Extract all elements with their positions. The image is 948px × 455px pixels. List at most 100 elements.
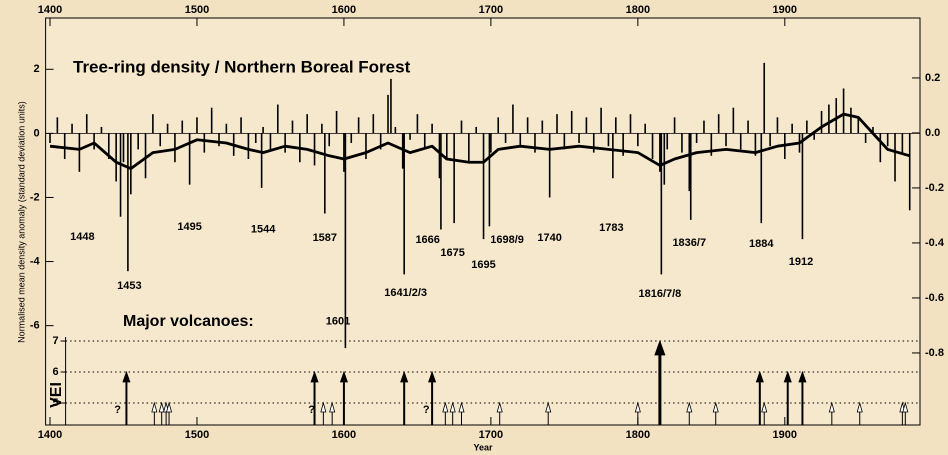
bar <box>886 133 889 147</box>
bar <box>159 133 162 147</box>
x-tick-label: 1400 <box>38 429 62 441</box>
bar <box>357 117 360 134</box>
bar <box>776 117 779 134</box>
bar <box>390 78 392 134</box>
arrow-part <box>654 339 666 356</box>
bar <box>663 133 666 185</box>
arrow-part <box>458 401 465 413</box>
bar <box>166 123 169 134</box>
bar <box>563 133 566 150</box>
volcano-arrow <box>320 401 327 425</box>
chart-title: Tree-ring density / Northern Boreal Fore… <box>73 57 411 76</box>
x-tick-label: 1500 <box>185 4 209 16</box>
event-label: 1587 <box>313 232 337 244</box>
x-tick-label: 1600 <box>332 429 356 441</box>
bar <box>488 133 491 227</box>
event-label: 1666 <box>415 234 439 246</box>
bar <box>313 133 316 166</box>
bar <box>600 107 602 134</box>
volcano-arrow <box>428 370 437 425</box>
bar <box>725 133 727 147</box>
y2-tick-label: -0.2 <box>925 182 944 194</box>
uncertain-mark: ? <box>308 404 315 416</box>
bar <box>835 98 838 134</box>
volcano-arrow <box>122 370 131 425</box>
y2-tick-label: -0.6 <box>925 292 944 304</box>
volcano-arrow <box>329 401 336 425</box>
volcano-arrow <box>545 401 552 425</box>
event-label: 1675 <box>440 247 464 259</box>
volcano-arrow <box>310 370 319 425</box>
volcano-arrow <box>339 370 348 425</box>
bar <box>284 133 286 153</box>
volcano-arrow <box>449 401 456 425</box>
bar <box>703 120 705 134</box>
bar <box>321 123 323 134</box>
arrow-part <box>902 401 909 413</box>
bar <box>864 133 867 143</box>
bar <box>247 133 250 160</box>
bar <box>482 133 485 240</box>
bar <box>585 117 588 134</box>
bar <box>732 107 735 134</box>
bar <box>592 133 595 153</box>
bar <box>144 133 147 179</box>
arrow-part <box>442 401 449 413</box>
x-tick-label: 1400 <box>38 4 62 16</box>
event-label: 1816/7/8 <box>638 288 681 300</box>
bar <box>622 133 624 156</box>
bar <box>644 123 646 134</box>
bar <box>85 114 88 134</box>
bar <box>262 126 264 134</box>
bar <box>403 133 405 275</box>
bar <box>512 104 514 134</box>
bar <box>137 133 139 150</box>
arrow-part <box>828 401 835 413</box>
bar <box>203 133 206 153</box>
bar <box>666 133 669 150</box>
bar <box>63 133 66 160</box>
arrow-part <box>151 401 158 413</box>
volcano-title: Major volcanoes: <box>123 313 254 330</box>
volcano-arrow <box>442 401 449 425</box>
bar <box>306 114 308 134</box>
bar <box>260 133 263 188</box>
event-label: 1698/9 <box>490 234 524 246</box>
bar <box>453 133 455 224</box>
bar <box>49 133 51 143</box>
bar <box>440 133 442 230</box>
bar <box>651 133 654 160</box>
vei-tick-label: 6 <box>52 366 58 378</box>
arrow-part <box>856 401 863 413</box>
y-tick-label: 2 <box>33 63 39 75</box>
x-axis-label: Year <box>473 442 493 452</box>
bar <box>328 133 331 147</box>
volcano-arrow <box>761 401 768 425</box>
bar <box>372 114 375 134</box>
volcano-arrow <box>712 401 719 425</box>
event-label: 1912 <box>789 256 813 268</box>
arrow-part <box>428 370 437 383</box>
bar <box>475 126 477 134</box>
volcano-arrow <box>902 401 909 425</box>
volcano-arrow <box>783 370 792 425</box>
bar <box>445 133 448 160</box>
event-label: 1695 <box>471 259 495 271</box>
arrow-part <box>320 401 327 413</box>
y2-tick-label: 0.0 <box>925 127 940 139</box>
bar <box>763 62 766 134</box>
event-label: 1836/7 <box>672 237 706 249</box>
bar <box>365 133 367 160</box>
event-label: 1448 <box>70 231 94 243</box>
bar <box>93 133 95 150</box>
bar <box>842 88 845 134</box>
bar <box>335 110 338 134</box>
event-label: 1884 <box>749 238 774 250</box>
bar <box>828 104 830 134</box>
smooth-line <box>49 112 911 171</box>
x-tick-label: 1800 <box>626 4 650 16</box>
bar <box>344 133 347 349</box>
bar <box>254 133 257 143</box>
bar <box>291 120 294 134</box>
bar <box>681 133 683 153</box>
